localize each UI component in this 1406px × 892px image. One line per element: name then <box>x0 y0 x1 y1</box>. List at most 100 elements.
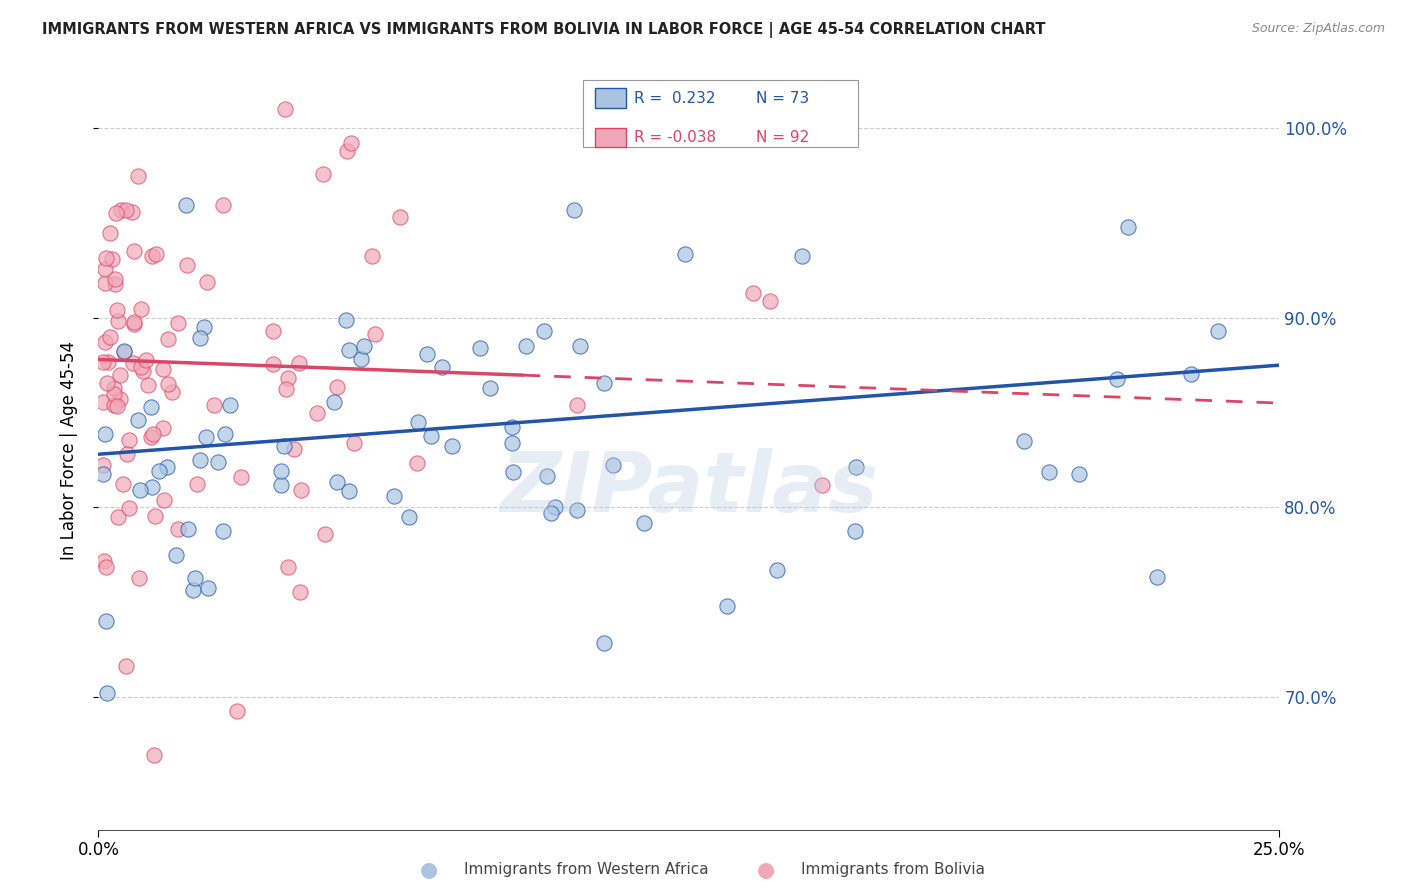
Point <box>145 247 167 261</box>
Text: R = -0.038: R = -0.038 <box>634 130 716 145</box>
Text: ●: ● <box>420 860 437 880</box>
Point <box>176 198 198 212</box>
Point <box>536 468 558 483</box>
Point <box>132 364 155 378</box>
Point <box>136 377 159 392</box>
Point <box>181 582 204 597</box>
Text: ZIPatlas: ZIPatlas <box>501 448 877 529</box>
Point <box>112 344 135 359</box>
Point <box>478 381 501 395</box>
Point <box>193 320 215 334</box>
Point <box>152 421 174 435</box>
Point <box>91 467 114 482</box>
Point <box>122 318 145 332</box>
Point <box>212 524 235 539</box>
Point <box>219 398 242 412</box>
Point <box>515 339 537 353</box>
Point <box>350 351 373 366</box>
Point <box>152 362 174 376</box>
Point <box>103 398 125 412</box>
Point <box>91 355 114 369</box>
Point <box>103 387 125 401</box>
Point <box>673 246 696 260</box>
Point <box>440 439 463 453</box>
Text: Source: ZipAtlas.com: Source: ZipAtlas.com <box>1251 22 1385 36</box>
Point <box>97 355 120 369</box>
Point <box>114 202 136 217</box>
Point <box>96 686 118 700</box>
Point <box>142 747 165 762</box>
Point <box>470 341 492 355</box>
Point <box>152 492 174 507</box>
Point <box>156 459 179 474</box>
Point <box>406 415 429 429</box>
Point <box>270 464 292 478</box>
Point <box>104 272 127 286</box>
Point <box>533 324 555 338</box>
Point <box>361 249 384 263</box>
Point <box>212 198 235 212</box>
Point <box>91 395 114 409</box>
Point <box>290 483 312 497</box>
Point <box>104 206 127 220</box>
Point <box>277 560 299 574</box>
Point <box>202 398 225 412</box>
Point <box>93 553 115 567</box>
Point <box>156 332 179 346</box>
Point <box>105 302 128 317</box>
Point <box>129 301 152 316</box>
Point <box>94 559 117 574</box>
Point <box>502 465 524 479</box>
Point <box>544 500 567 514</box>
Point <box>128 483 150 498</box>
Point <box>276 382 298 396</box>
Point <box>1180 367 1202 381</box>
Point <box>127 169 149 184</box>
Text: N = 92: N = 92 <box>756 130 810 145</box>
Point <box>353 339 375 353</box>
Point <box>104 277 127 291</box>
Point <box>844 524 866 538</box>
Point <box>91 458 114 472</box>
Point <box>602 458 624 472</box>
Point <box>93 276 115 290</box>
Point <box>593 636 616 650</box>
Point <box>118 501 141 516</box>
Point <box>432 359 454 374</box>
Point <box>1116 219 1139 234</box>
Point <box>122 356 145 370</box>
Point <box>94 615 117 629</box>
Point <box>312 167 335 181</box>
Point <box>273 439 295 453</box>
Point <box>127 413 149 427</box>
Point <box>811 477 834 491</box>
Point <box>288 584 311 599</box>
Point <box>103 381 125 395</box>
Point <box>325 380 347 394</box>
Point <box>93 426 115 441</box>
Point <box>115 659 138 673</box>
Point <box>128 571 150 585</box>
Point <box>389 211 412 225</box>
Point <box>288 356 311 370</box>
Point <box>340 136 363 150</box>
Point <box>105 400 128 414</box>
Point <box>416 347 439 361</box>
Point <box>197 582 219 596</box>
Point <box>339 484 361 499</box>
Point <box>283 442 305 456</box>
Point <box>194 430 217 444</box>
Point <box>110 202 132 217</box>
Point <box>1107 372 1129 386</box>
Point <box>141 249 163 263</box>
Point <box>112 477 135 491</box>
Point <box>207 455 229 469</box>
Point <box>177 522 200 536</box>
Point <box>135 352 157 367</box>
Point <box>419 429 441 443</box>
Point <box>1146 570 1168 584</box>
Point <box>98 330 121 344</box>
Point <box>115 447 138 461</box>
Point <box>364 326 387 341</box>
Point <box>225 704 247 718</box>
